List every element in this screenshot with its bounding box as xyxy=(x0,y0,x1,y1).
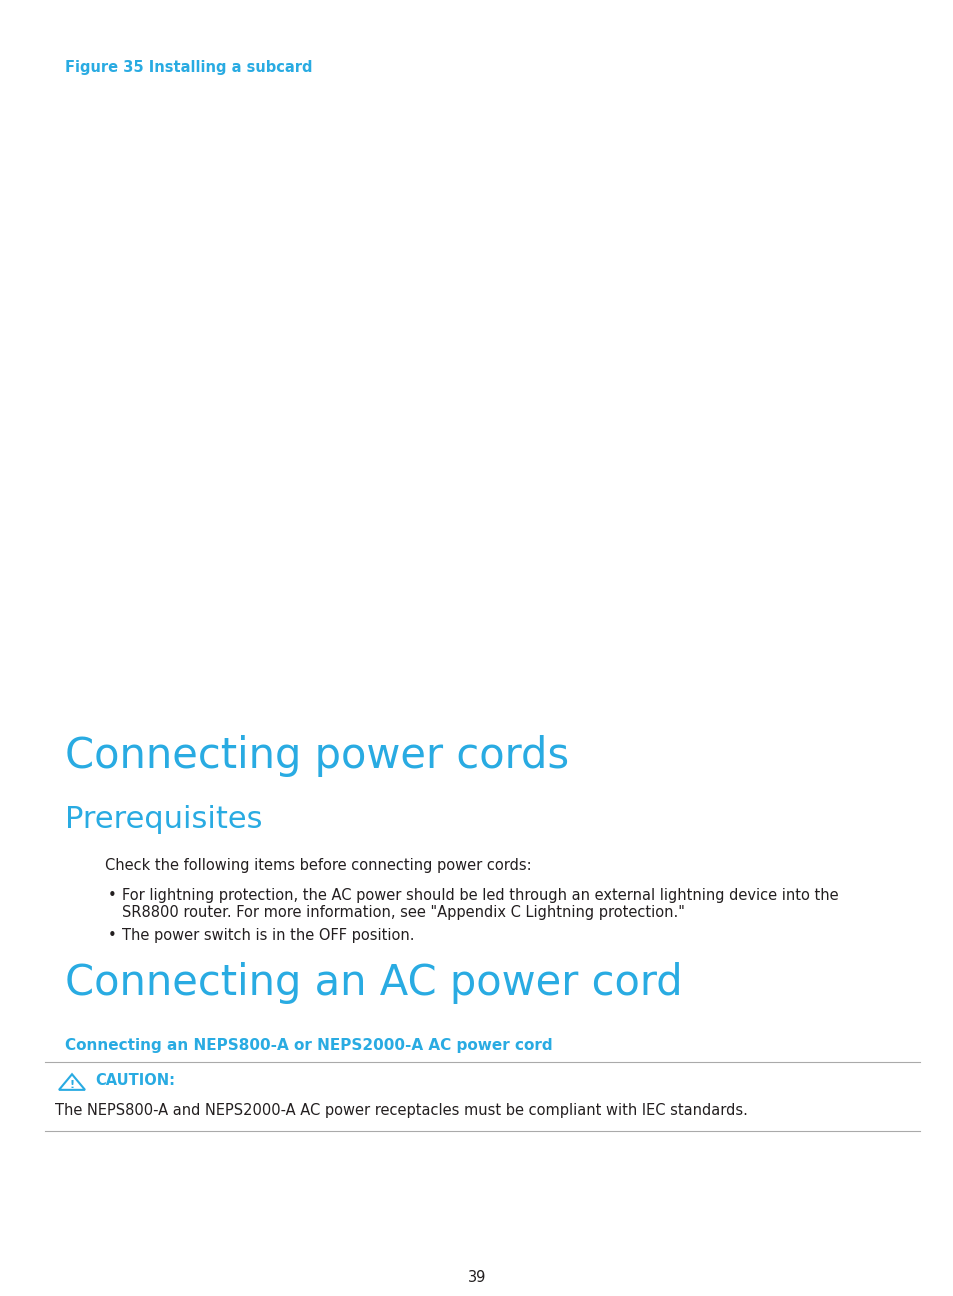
Text: 39: 39 xyxy=(467,1270,486,1286)
Text: For lightning protection, the AC power should be led through an external lightni: For lightning protection, the AC power s… xyxy=(122,888,838,903)
Text: Prerequisites: Prerequisites xyxy=(65,805,262,835)
Text: Connecting power cords: Connecting power cords xyxy=(65,735,569,778)
Text: Connecting an NEPS800-A or NEPS2000-A AC power cord: Connecting an NEPS800-A or NEPS2000-A AC… xyxy=(65,1038,552,1052)
Text: !: ! xyxy=(70,1080,74,1090)
Text: The NEPS800-A and NEPS2000-A AC power receptacles must be compliant with IEC sta: The NEPS800-A and NEPS2000-A AC power re… xyxy=(55,1103,747,1118)
Text: SR8800 router. For more information, see "Appendix C Lightning protection.": SR8800 router. For more information, see… xyxy=(122,906,684,920)
Text: •: • xyxy=(108,928,116,943)
Bar xyxy=(45,86,929,710)
Text: Check the following items before connecting power cords:: Check the following items before connect… xyxy=(105,858,531,874)
Text: The power switch is in the OFF position.: The power switch is in the OFF position. xyxy=(122,928,414,943)
Text: •: • xyxy=(108,888,116,903)
Text: Connecting an AC power cord: Connecting an AC power cord xyxy=(65,962,682,1004)
Text: Figure 35 Installing a subcard: Figure 35 Installing a subcard xyxy=(65,60,313,75)
Text: CAUTION:: CAUTION: xyxy=(95,1073,174,1089)
